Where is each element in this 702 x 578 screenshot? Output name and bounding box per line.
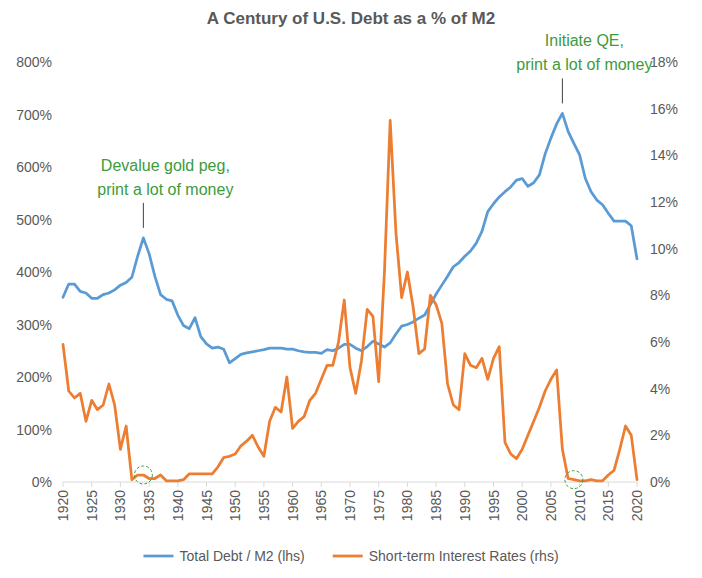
y2-tick-label: 6%: [650, 334, 670, 350]
x-tick-label: 1945: [199, 490, 215, 521]
legend-label: Total Debt / M2 (lhs): [179, 548, 304, 564]
x-tick-label: 2000: [514, 490, 530, 521]
annotation-text: print a lot of money: [97, 181, 233, 198]
annotation-text: Devalue gold peg,: [101, 157, 230, 174]
x-tick: [235, 482, 236, 487]
x-tick: [321, 482, 322, 487]
x-tick: [436, 482, 437, 487]
annotation-text: print a lot of money: [516, 56, 652, 73]
y-tick-label: 300%: [16, 317, 52, 333]
x-tick-label: 1920: [55, 490, 71, 521]
x-tick-label: 1940: [170, 490, 186, 521]
series-line: [63, 113, 637, 362]
highlight-circle: [134, 466, 152, 484]
y2-tick-label: 18%: [650, 54, 678, 70]
y-tick-label: 600%: [16, 159, 52, 175]
x-tick: [149, 482, 150, 487]
x-tick-label: 1995: [486, 490, 502, 521]
y2-tick-label: 12%: [650, 194, 678, 210]
legend-label: Short-term Interest Rates (rhs): [369, 548, 559, 564]
x-tick: [63, 482, 64, 487]
x-tick: [350, 482, 351, 487]
y-tick-label: 0%: [32, 474, 52, 490]
y-tick-label: 700%: [16, 107, 52, 123]
background: [0, 0, 702, 578]
x-tick-label: 1935: [141, 490, 157, 521]
title: A Century of U.S. Debt as a % of M2: [207, 9, 495, 28]
x-tick: [206, 482, 207, 487]
y2-tick-label: 4%: [650, 381, 670, 397]
y-tick-label: 400%: [16, 264, 52, 280]
x-tick: [464, 482, 465, 487]
x-tick: [177, 482, 178, 487]
x-tick-label: 1980: [399, 490, 415, 521]
x-tick-label: 1990: [457, 490, 473, 521]
annotation-leader: [562, 78, 563, 103]
annotation-leader: [143, 203, 144, 228]
chart: A Century of U.S. Debt as a % of M2 0% 100…: [0, 0, 702, 578]
x-tick-label: 2010: [572, 490, 588, 521]
y-tick-label: 500%: [16, 212, 52, 228]
y-tick-label: 800%: [16, 54, 52, 70]
y2-tick-label: 8%: [650, 287, 670, 303]
x-tick: [91, 482, 92, 487]
x-tick-label: 1950: [227, 490, 243, 521]
x-tick: [522, 482, 523, 487]
x-tick: [493, 482, 494, 487]
x-tick-label: 1970: [342, 490, 358, 521]
x-tick: [637, 482, 638, 487]
x-tick-label: 1975: [371, 490, 387, 521]
x-tick-label: 1955: [256, 490, 272, 521]
x-tick: [407, 482, 408, 487]
legend-swatch: [143, 555, 173, 558]
x-tick-label: 1960: [285, 490, 301, 521]
x-tick-label: 2005: [543, 490, 559, 521]
x-tick: [292, 482, 293, 487]
legend-swatch: [333, 555, 363, 558]
y-tick-label: 100%: [16, 422, 52, 438]
x-tick: [263, 482, 264, 487]
y2-tick-label: 2%: [650, 427, 670, 443]
legend: Total Debt / M2 (lhs) Short-term Interest…: [143, 548, 558, 564]
x-tick: [550, 482, 551, 487]
x-tick-label: 1965: [313, 490, 329, 521]
y2-tick-label: 0%: [650, 474, 670, 490]
plot-area: [63, 113, 637, 480]
x-tick-label: 2015: [600, 490, 616, 521]
x-tick: [608, 482, 609, 487]
y2-tick-label: 16%: [650, 101, 678, 117]
annotation-text: Initiate QE,: [545, 32, 624, 49]
x-tick: [378, 482, 379, 487]
legend-item: Total Debt / M2 (lhs): [143, 548, 304, 564]
x-tick-label: 1985: [428, 490, 444, 521]
highlight-circle: [565, 471, 583, 489]
x-tick-label: 1925: [84, 490, 100, 521]
x-tick-label: 2020: [629, 490, 645, 521]
x-tick-label: 1930: [112, 490, 128, 521]
x-tick: [120, 482, 121, 487]
y2-tick-label: 10%: [650, 241, 678, 257]
y2-tick-label: 14%: [650, 147, 678, 163]
series-line: [63, 120, 637, 481]
legend-item: Short-term Interest Rates (rhs): [333, 548, 559, 564]
y-tick-label: 200%: [16, 369, 52, 385]
